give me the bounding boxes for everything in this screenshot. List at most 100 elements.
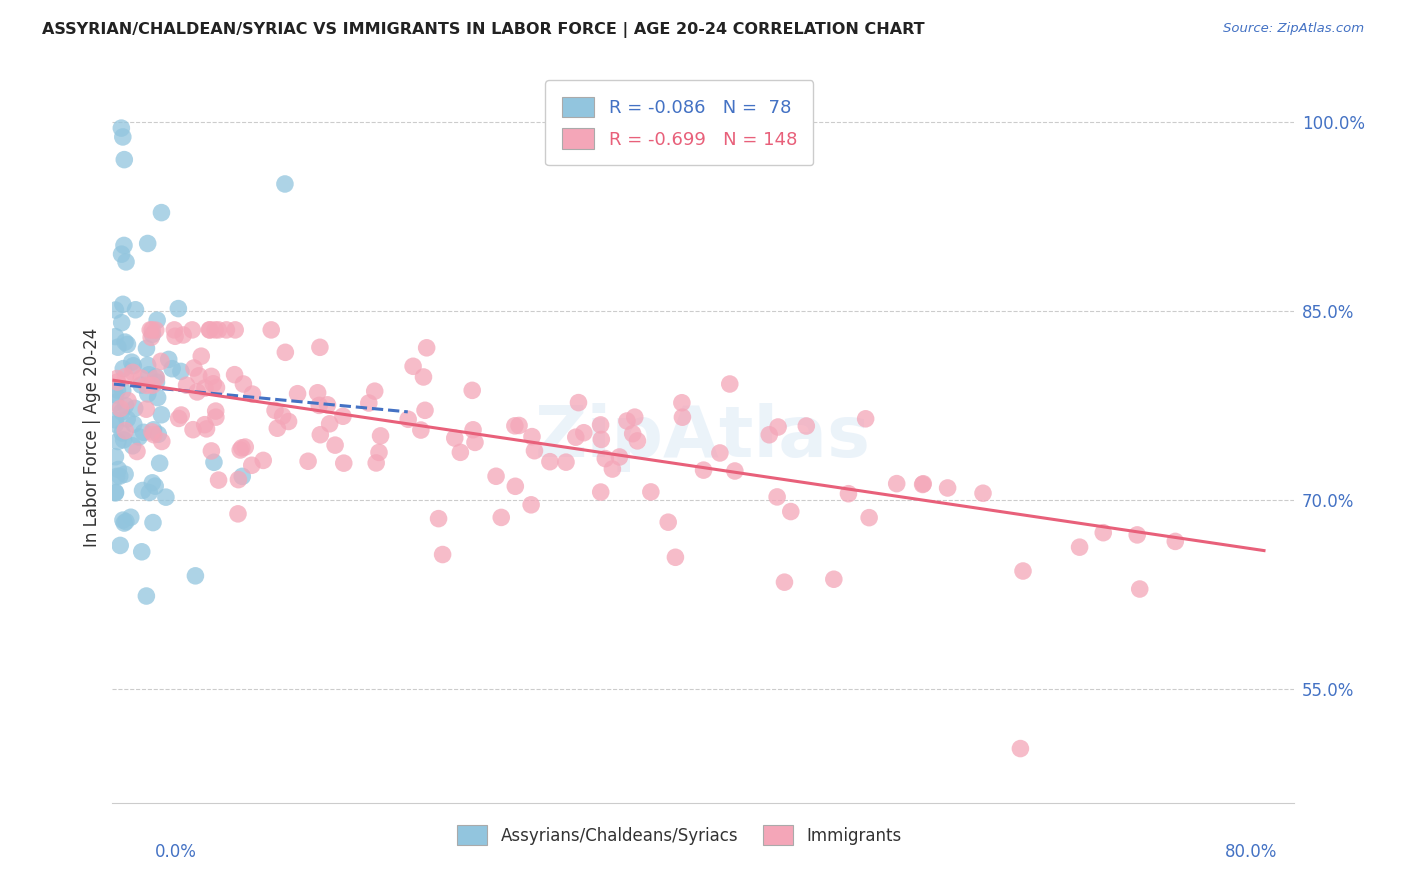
Point (766, 420, 789, 434)
Point (309, 340, 332, 354)
Point (1012, 564, 1035, 578)
Point (124, 401, 146, 416)
Point (231, 469, 253, 483)
Point (233, 440, 256, 454)
Point (155, 490, 177, 504)
Point (138, 485, 160, 500)
Point (591, 433, 613, 447)
Point (117, 393, 139, 408)
Point (194, 417, 217, 432)
Point (129, 378, 152, 392)
Point (226, 507, 249, 521)
Point (200, 444, 222, 458)
Point (104, 413, 127, 427)
Point (936, 481, 959, 495)
Point (115, 255, 138, 269)
Point (396, 412, 419, 426)
Point (141, 475, 163, 490)
Point (1126, 528, 1149, 542)
Point (1092, 525, 1115, 540)
Point (202, 376, 225, 391)
Point (186, 384, 208, 399)
Point (232, 377, 254, 392)
Point (150, 408, 173, 422)
Point (589, 485, 612, 500)
Point (609, 450, 631, 464)
Point (135, 589, 157, 603)
Point (129, 371, 152, 385)
Point (823, 572, 845, 586)
Point (141, 378, 163, 392)
Point (366, 456, 388, 470)
Point (205, 410, 228, 425)
Point (111, 425, 134, 440)
Point (104, 329, 127, 343)
Point (461, 384, 484, 398)
Point (111, 384, 134, 398)
Point (172, 328, 194, 343)
Point (485, 469, 508, 483)
Point (640, 484, 662, 499)
Point (194, 381, 217, 395)
Point (671, 410, 693, 425)
Point (149, 456, 172, 470)
Point (412, 370, 434, 384)
Point (274, 177, 297, 191)
Point (491, 510, 513, 524)
Point (141, 323, 163, 337)
Point (886, 476, 908, 491)
Point (165, 329, 187, 343)
Point (318, 417, 340, 431)
Point (110, 121, 132, 136)
Point (565, 430, 588, 444)
Point (198, 323, 221, 337)
Point (108, 538, 131, 552)
Point (623, 410, 645, 425)
Point (183, 361, 205, 376)
Point (181, 423, 204, 437)
Point (142, 516, 165, 530)
Point (523, 443, 546, 458)
Point (260, 323, 283, 337)
Point (135, 342, 157, 356)
Point (287, 386, 309, 401)
Point (131, 483, 153, 498)
Point (332, 456, 354, 470)
Point (170, 364, 193, 378)
Point (107, 340, 129, 354)
Point (167, 411, 190, 425)
Point (121, 365, 143, 379)
Point (104, 395, 127, 409)
Point (308, 398, 330, 412)
Point (128, 430, 150, 444)
Point (1164, 534, 1187, 549)
Point (107, 434, 129, 449)
Point (136, 387, 159, 401)
Point (141, 330, 163, 344)
Point (461, 423, 484, 437)
Point (616, 414, 638, 428)
Point (146, 391, 169, 405)
Point (105, 469, 128, 483)
Text: Source: ZipAtlas.com: Source: ZipAtlas.com (1223, 22, 1364, 36)
Point (145, 371, 167, 385)
Point (503, 418, 526, 433)
Point (724, 464, 747, 478)
Point (141, 327, 163, 342)
Point (1069, 540, 1091, 554)
Point (271, 409, 294, 423)
Point (136, 359, 159, 373)
Point (142, 423, 165, 437)
Point (858, 510, 880, 524)
Point (1129, 582, 1152, 596)
Point (110, 247, 132, 261)
Point (112, 361, 135, 376)
Point (145, 323, 167, 337)
Text: 80.0%: 80.0% (1225, 843, 1278, 861)
Point (141, 425, 163, 439)
Point (122, 359, 145, 373)
Point (277, 415, 299, 429)
Point (115, 515, 138, 529)
Point (671, 396, 693, 410)
Point (157, 352, 180, 367)
